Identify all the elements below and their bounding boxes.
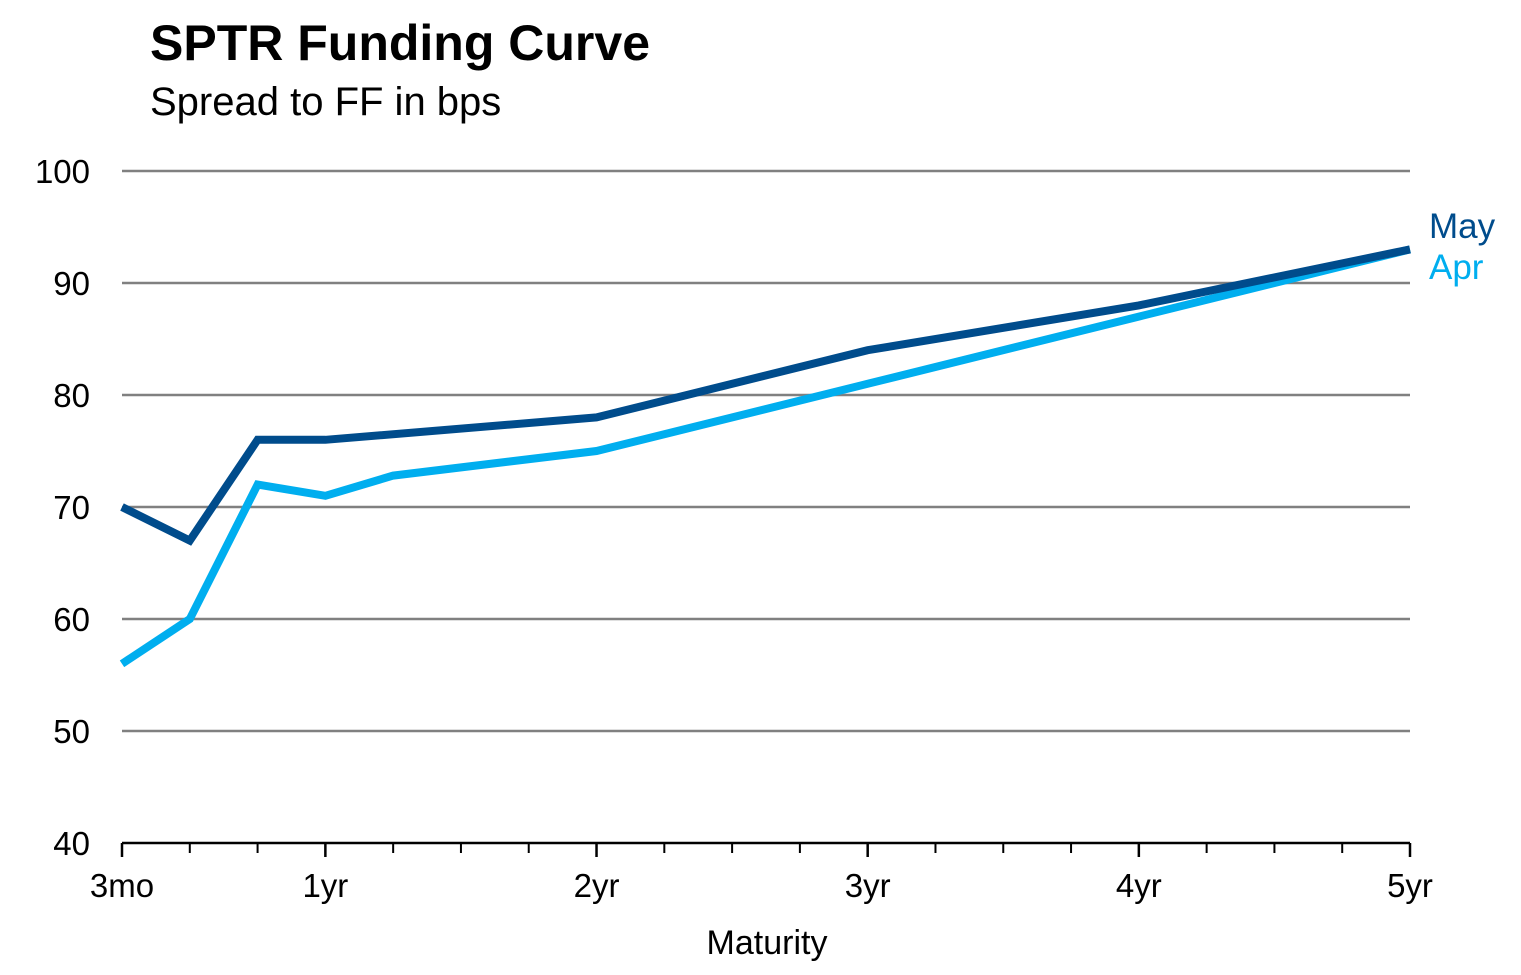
x-tick-label-3yr: 3yr [845,867,891,904]
chart-title: SPTR Funding Curve [150,15,650,71]
series-label-apr: Apr [1429,248,1484,287]
x-tick-label-5yr: 5yr [1387,867,1433,904]
y-axis-tick-labels: 40 50 60 70 80 90 100 [35,153,90,862]
y-tick-label-50: 50 [53,713,90,750]
x-axis-tick-labels: 3mo 1yr 2yr 3yr 4yr 5yr [90,867,1433,904]
gridlines [122,169,1410,733]
y-tick-label-100: 100 [35,153,90,190]
y-tick-label-70: 70 [53,489,90,526]
chart-subtitle: Spread to FF in bps [150,80,502,124]
x-tick-label-3mo: 3mo [90,867,154,904]
series-line-apr [119,245,1411,668]
series-line-may [120,245,1411,546]
y-tick-label-40: 40 [53,825,90,862]
x-axis [120,841,1412,857]
series-lines [119,245,1411,668]
x-tick-label-4yr: 4yr [1116,867,1162,904]
x-tick-label-2yr: 2yr [574,867,620,904]
x-axis-label: Maturity [707,924,828,962]
y-tick-label-90: 90 [53,265,90,302]
y-tick-label-60: 60 [53,601,90,638]
x-tick-label-1yr: 1yr [302,867,348,904]
series-label-may: May [1429,207,1496,246]
y-tick-label-80: 80 [53,377,90,414]
